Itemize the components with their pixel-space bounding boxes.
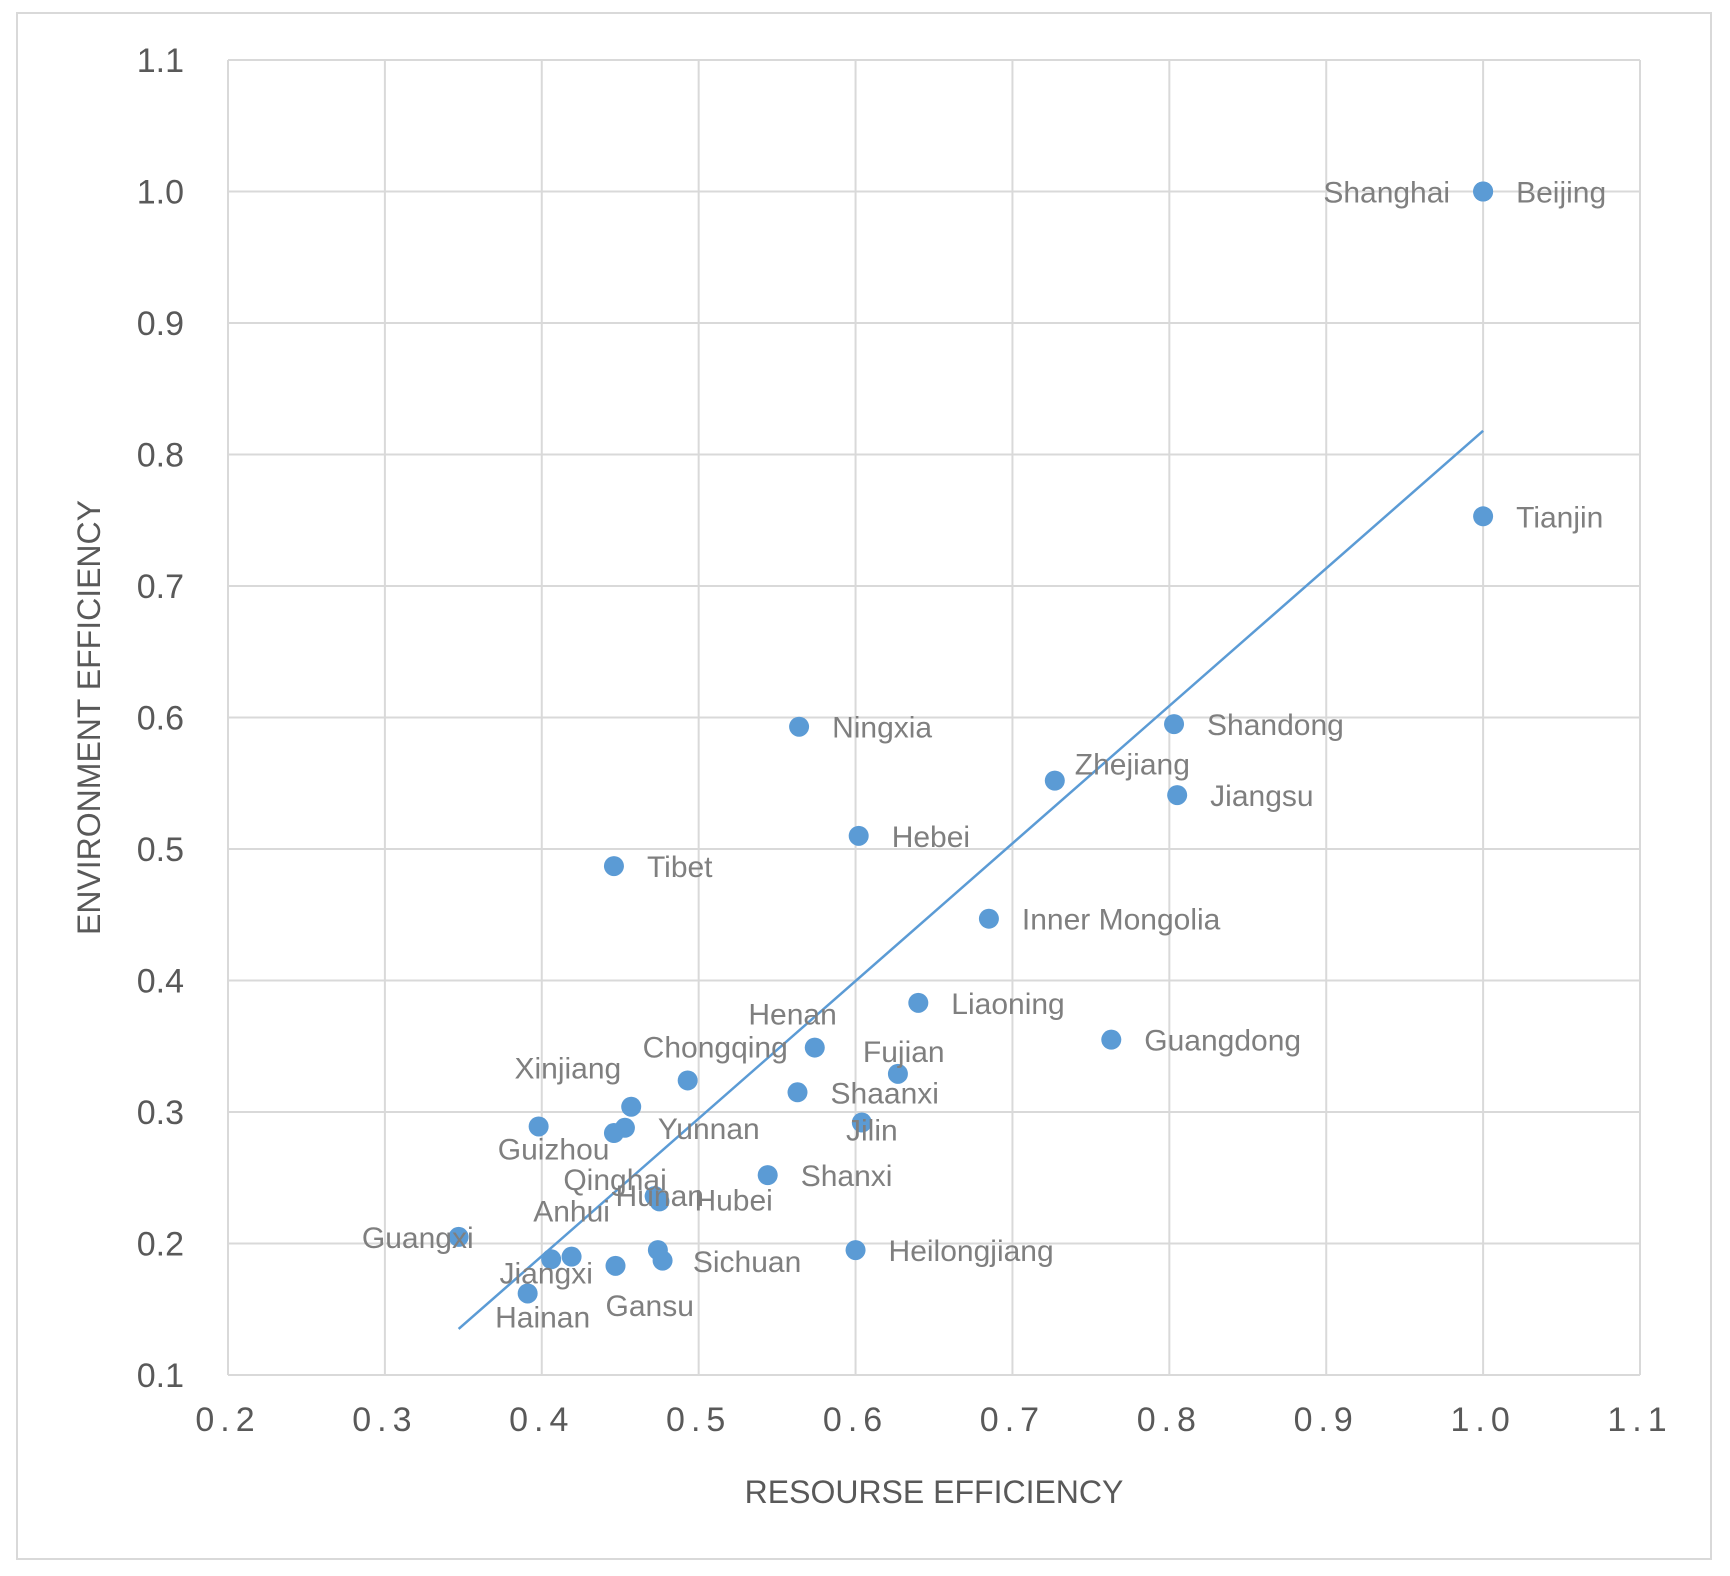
data-point [603, 856, 624, 877]
y-tick-label: 0.9 [137, 305, 184, 343]
point-label: Gansu [606, 1290, 694, 1323]
point-label: Guangxi [362, 1222, 474, 1255]
y-tick-label: 0.7 [137, 568, 184, 606]
data-point [561, 1246, 582, 1267]
point-label: Yunnan [658, 1113, 760, 1146]
data-point [757, 1165, 778, 1186]
point-label: Jiangsu [1210, 780, 1313, 813]
point-label: Shaanxi [831, 1077, 939, 1110]
y-tick-label: 0.2 [137, 1226, 184, 1264]
data-points [448, 181, 1494, 1304]
x-axis-ticks: 0.2 0.3 0.4 0.5 0.6 0.7 0.8 0.9 1.0 1.1 [195, 1401, 1672, 1439]
point-label: Fujian [863, 1036, 945, 1069]
data-point [603, 1123, 624, 1144]
data-point [1164, 714, 1185, 735]
data-point [1101, 1029, 1122, 1050]
y-tick-label: 0.3 [137, 1094, 184, 1132]
point-label: Guangdong [1144, 1025, 1301, 1058]
data-point [848, 825, 869, 846]
data-point [528, 1116, 549, 1137]
data-point [851, 1112, 872, 1133]
trendline [457, 429, 1484, 1330]
data-point [541, 1249, 562, 1270]
point-label: Tibet [647, 851, 713, 884]
x-tick-label: 1.1 [1607, 1401, 1672, 1439]
point-label: Shandong [1207, 709, 1344, 742]
point-label: Heilongjiang [889, 1235, 1054, 1268]
point-label: Sichuan [693, 1246, 801, 1279]
point-label: Guizhou [498, 1133, 610, 1166]
data-point [908, 992, 929, 1013]
y-tick-label: 0.4 [137, 963, 184, 1001]
y-tick-label: 1.1 [137, 42, 184, 80]
x-tick-label: 0.7 [980, 1401, 1045, 1439]
data-point [789, 716, 810, 737]
x-axis-title: RESOURSE EFFICIENCY [745, 1474, 1124, 1510]
data-point [621, 1096, 642, 1117]
data-point [887, 1063, 908, 1084]
data-point [1473, 506, 1494, 527]
x-tick-label: 0.8 [1137, 1401, 1202, 1439]
point-label: Henan [748, 999, 836, 1032]
point-label: Beijing [1516, 177, 1606, 210]
point-label: Shanghai [1323, 177, 1450, 210]
point-label: Qinghai [563, 1164, 666, 1197]
point-label: Liaoning [951, 988, 1064, 1021]
point-label: Chongqing [643, 1031, 788, 1064]
data-point [1473, 181, 1494, 202]
data-point [517, 1283, 538, 1304]
y-tick-label: 0.1 [137, 1357, 184, 1395]
data-point [845, 1240, 866, 1261]
y-tick-label: 0.5 [137, 831, 184, 869]
y-tick-label: 0.8 [137, 437, 184, 475]
data-point [978, 908, 999, 929]
point-label: Inner Mongolia [1022, 904, 1221, 937]
x-tick-label: 0.4 [509, 1401, 574, 1439]
grid-lines [227, 59, 1641, 1376]
point-label: Shanxi [801, 1160, 893, 1193]
chart-frame [16, 12, 1712, 1560]
point-label: Hainan [495, 1301, 590, 1334]
x-tick-label: 0.9 [1294, 1401, 1359, 1439]
x-tick-label: 0.6 [823, 1401, 888, 1439]
point-label: Anhui [533, 1196, 610, 1229]
x-tick-label: 0.5 [666, 1401, 731, 1439]
point-labels: Beijing Shanghai Tianjin Shandong Jiangsu Zhe… [362, 177, 1606, 1335]
data-point [605, 1255, 626, 1276]
y-tick-label: 1.0 [137, 174, 184, 212]
x-tick-label: 0.3 [352, 1401, 417, 1439]
x-tick-label: 0.2 [195, 1401, 260, 1439]
data-point [448, 1226, 469, 1247]
data-point [787, 1082, 808, 1103]
point-label: Ningxia [832, 712, 932, 745]
y-tick-label: 0.6 [137, 700, 184, 738]
point-label: Jilin [846, 1115, 898, 1148]
point-label: Zhejiang [1075, 749, 1190, 782]
data-point [677, 1070, 698, 1091]
point-label: Hebei [892, 821, 970, 854]
point-label: Hubei [694, 1184, 772, 1217]
data-point [1044, 770, 1065, 791]
point-label: Xinjiang [514, 1053, 621, 1086]
data-point [649, 1191, 670, 1212]
data-point [652, 1250, 673, 1271]
data-point [1167, 785, 1188, 806]
y-axis-title: ENVIRONMENT EFFICIENCY [71, 500, 107, 935]
trendline-group [457, 429, 1484, 1330]
point-label: Jiangxi [499, 1257, 592, 1290]
x-tick-label: 1.0 [1450, 1401, 1515, 1439]
data-point [804, 1037, 825, 1058]
point-label: Hunan [616, 1180, 704, 1213]
y-axis-ticks: 0.1 0.2 0.3 0.4 0.5 0.6 0.7 0.8 0.9 1.0 1.1 [137, 42, 184, 1395]
point-label: Tianjin [1516, 501, 1603, 534]
